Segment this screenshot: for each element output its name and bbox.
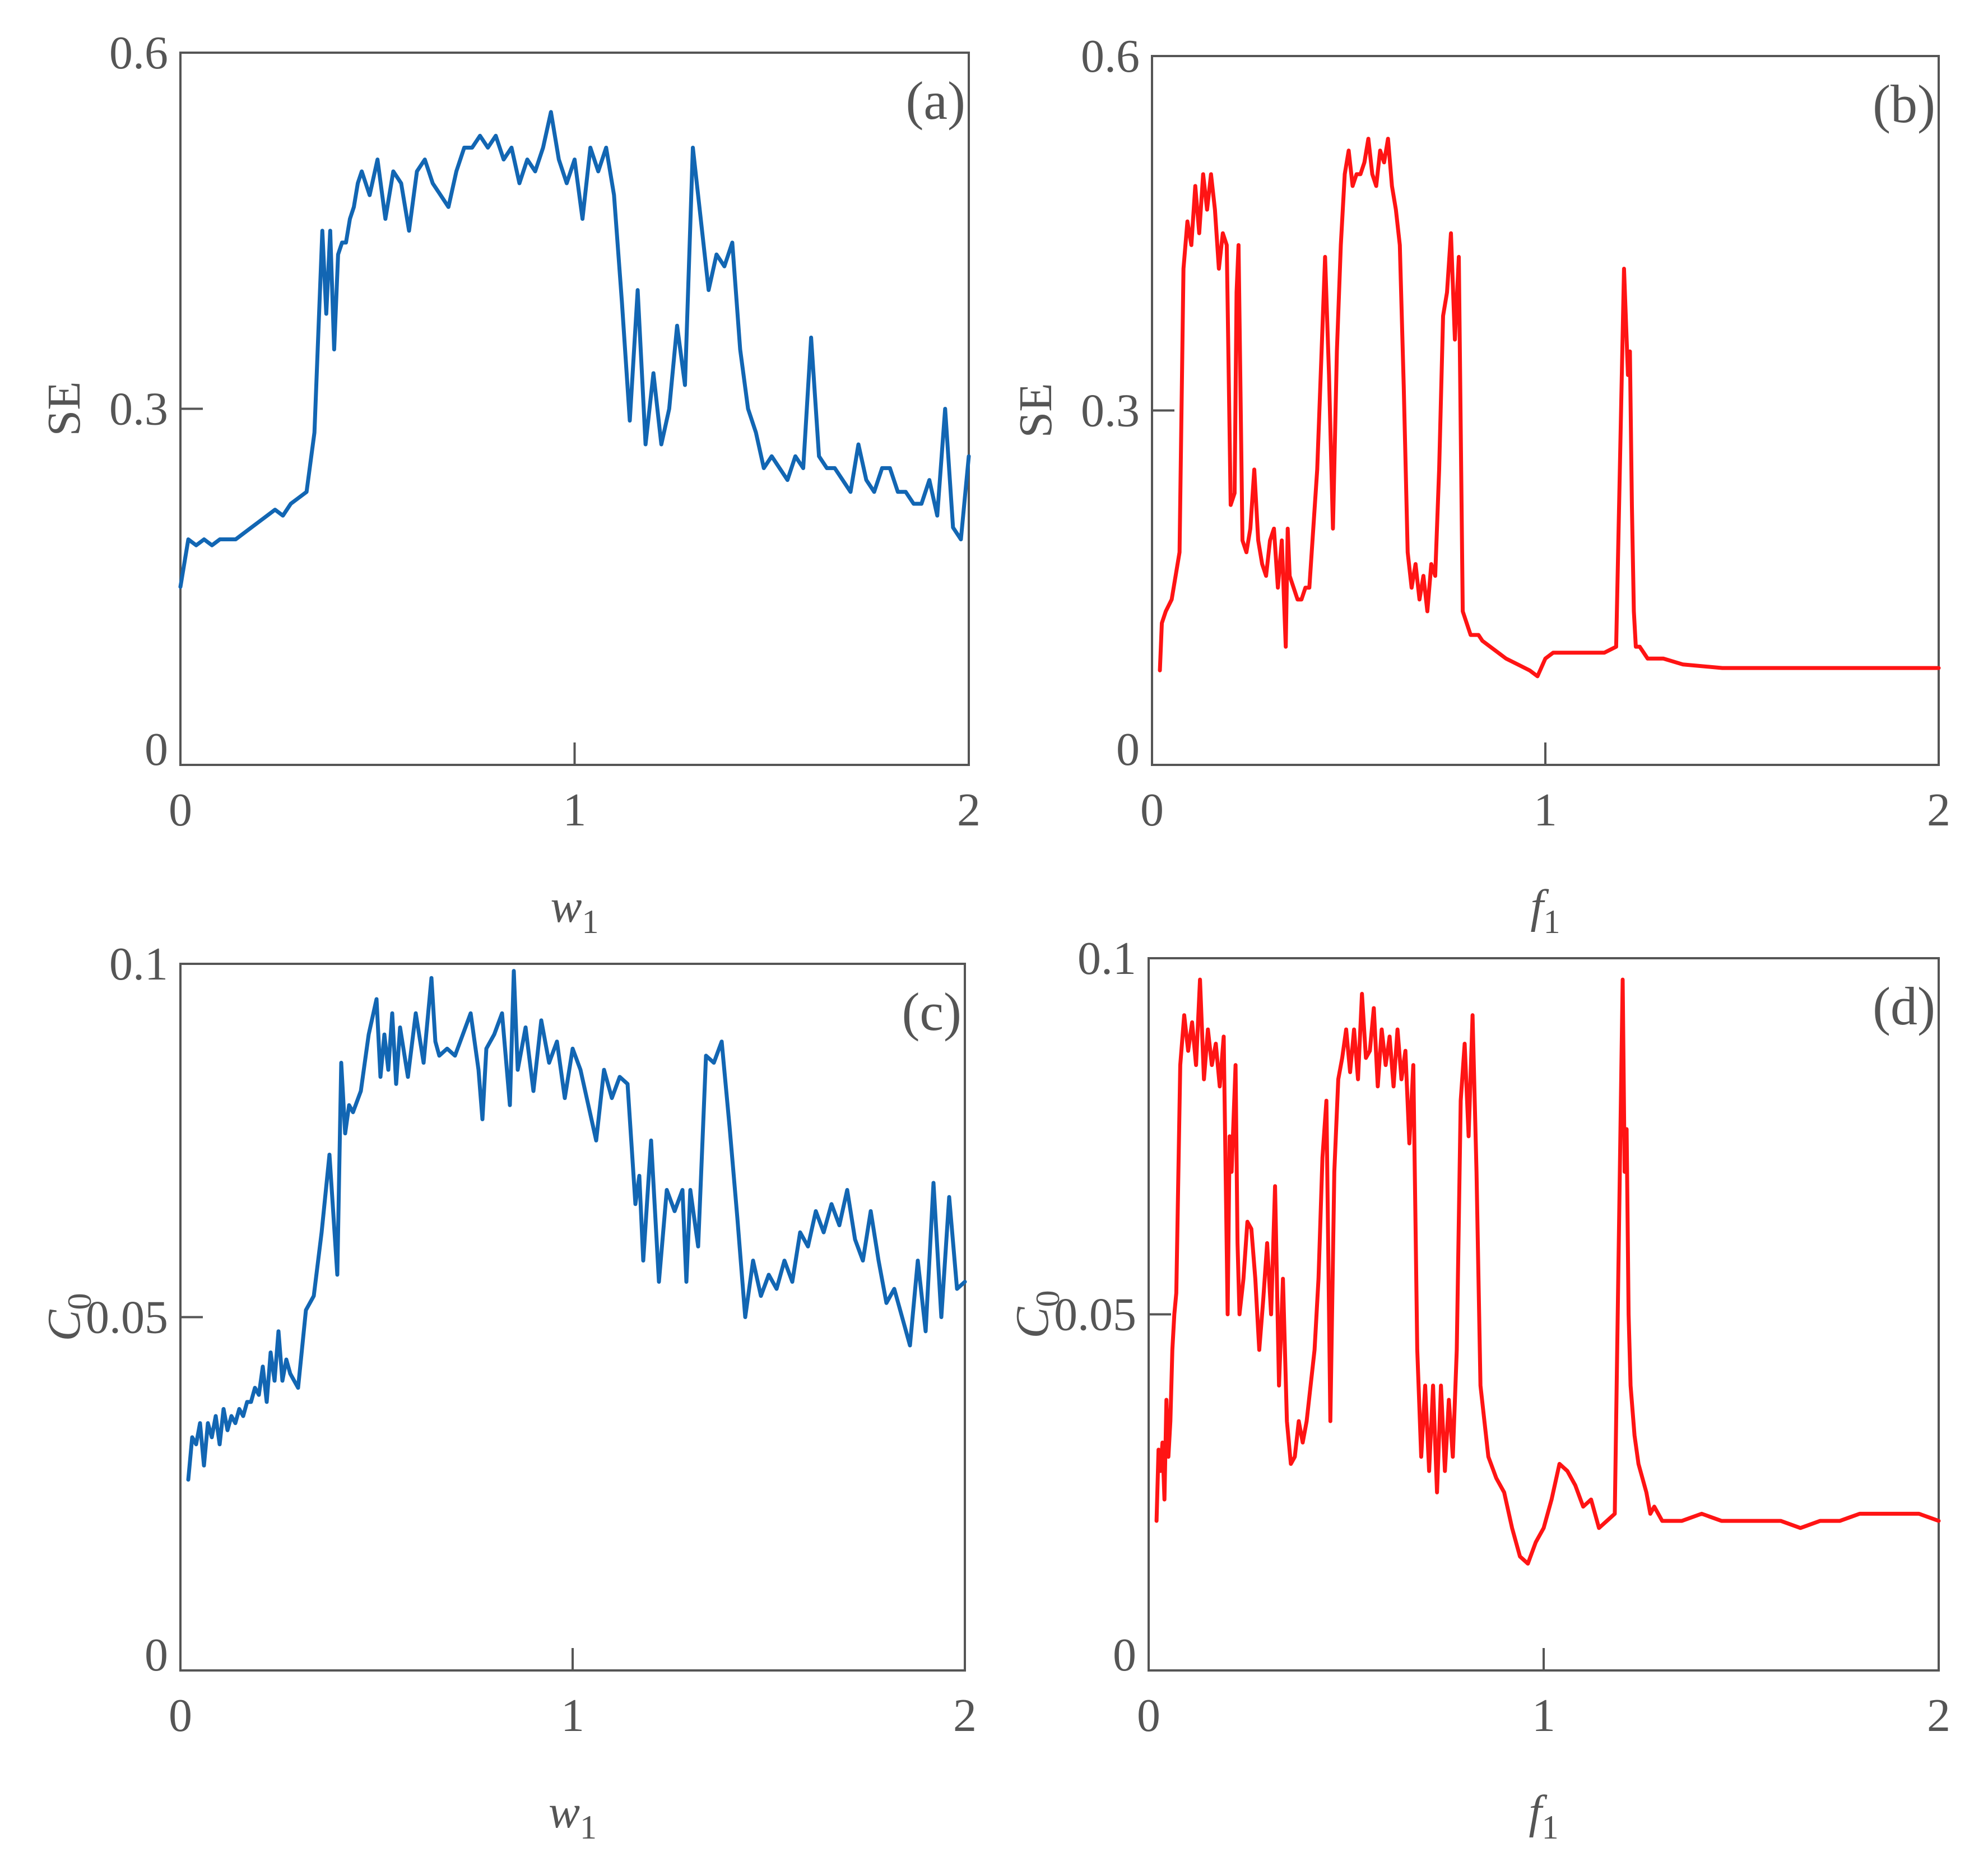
y-axis-label: SE [1010,383,1062,438]
panel-label: (d) [1873,976,1935,1036]
y-axis-label: C0 [1006,1290,1066,1338]
y-axis-label: C0 [38,1293,98,1341]
x-tick-label: 2 [1927,1689,1950,1742]
y-tick-label: 0 [145,723,168,776]
y-tick-label: 0.3 [1081,385,1140,437]
panel-label: (a) [905,71,965,131]
x-tick-label: 1 [563,784,587,836]
y-tick-label: 0.1 [109,938,168,990]
panel-label: (c) [902,982,962,1042]
x-tick-label: 2 [1927,784,1950,836]
series-line-d [1154,977,1941,1566]
x-tick-label: 2 [953,1689,977,1742]
y-tick-label: 0.1 [1077,932,1136,985]
y-tick-label: 0 [145,1629,168,1681]
y-tick-label: 0.6 [1081,30,1140,82]
series-line-b [1158,137,1941,679]
plot-frame [1148,957,1940,1672]
series-line-c [186,969,967,1482]
x-tick-label: 0 [1137,1689,1160,1742]
panel-label: (b) [1873,74,1935,134]
y-tick-label: 0.6 [109,27,168,79]
x-tick-label: 0 [169,1689,192,1742]
x-tick-label: 1 [1534,784,1557,836]
x-axis-label: w1 [550,880,598,940]
x-tick-label: 1 [561,1689,584,1742]
chart-panel-d: 0 1 2 0 0.05 0.1 (d) f1 C0 [1006,932,1950,1846]
chart-panel-b: 0 1 2 0 0.3 0.6 (b) f1 SE [1010,30,1950,940]
series-line-a [178,110,971,589]
x-axis-label: f1 [1530,880,1560,940]
y-tick-label: 0.3 [109,383,168,435]
y-tick-label: 0 [1116,723,1140,776]
chart-panel-a: 0 1 2 0 0.3 0.6 (a) w1 SE [38,27,981,940]
x-tick-label: 1 [1532,1689,1555,1742]
x-tick-label: 2 [957,784,981,836]
y-tick-label: 0 [1113,1629,1136,1681]
plot-frame [179,963,966,1672]
chart-panel-c: 0 1 2 0 0.05 0.1 (c) w1 C0 [38,938,977,1846]
y-tick-label: 0.05 [86,1292,168,1344]
x-axis-label: w1 [549,1786,597,1846]
x-tick-label: 0 [1140,784,1164,836]
y-tick-label: 0.05 [1054,1289,1136,1341]
y-axis-label: SE [38,381,90,436]
x-axis-label: f1 [1529,1786,1558,1846]
x-tick-label: 0 [169,784,192,836]
